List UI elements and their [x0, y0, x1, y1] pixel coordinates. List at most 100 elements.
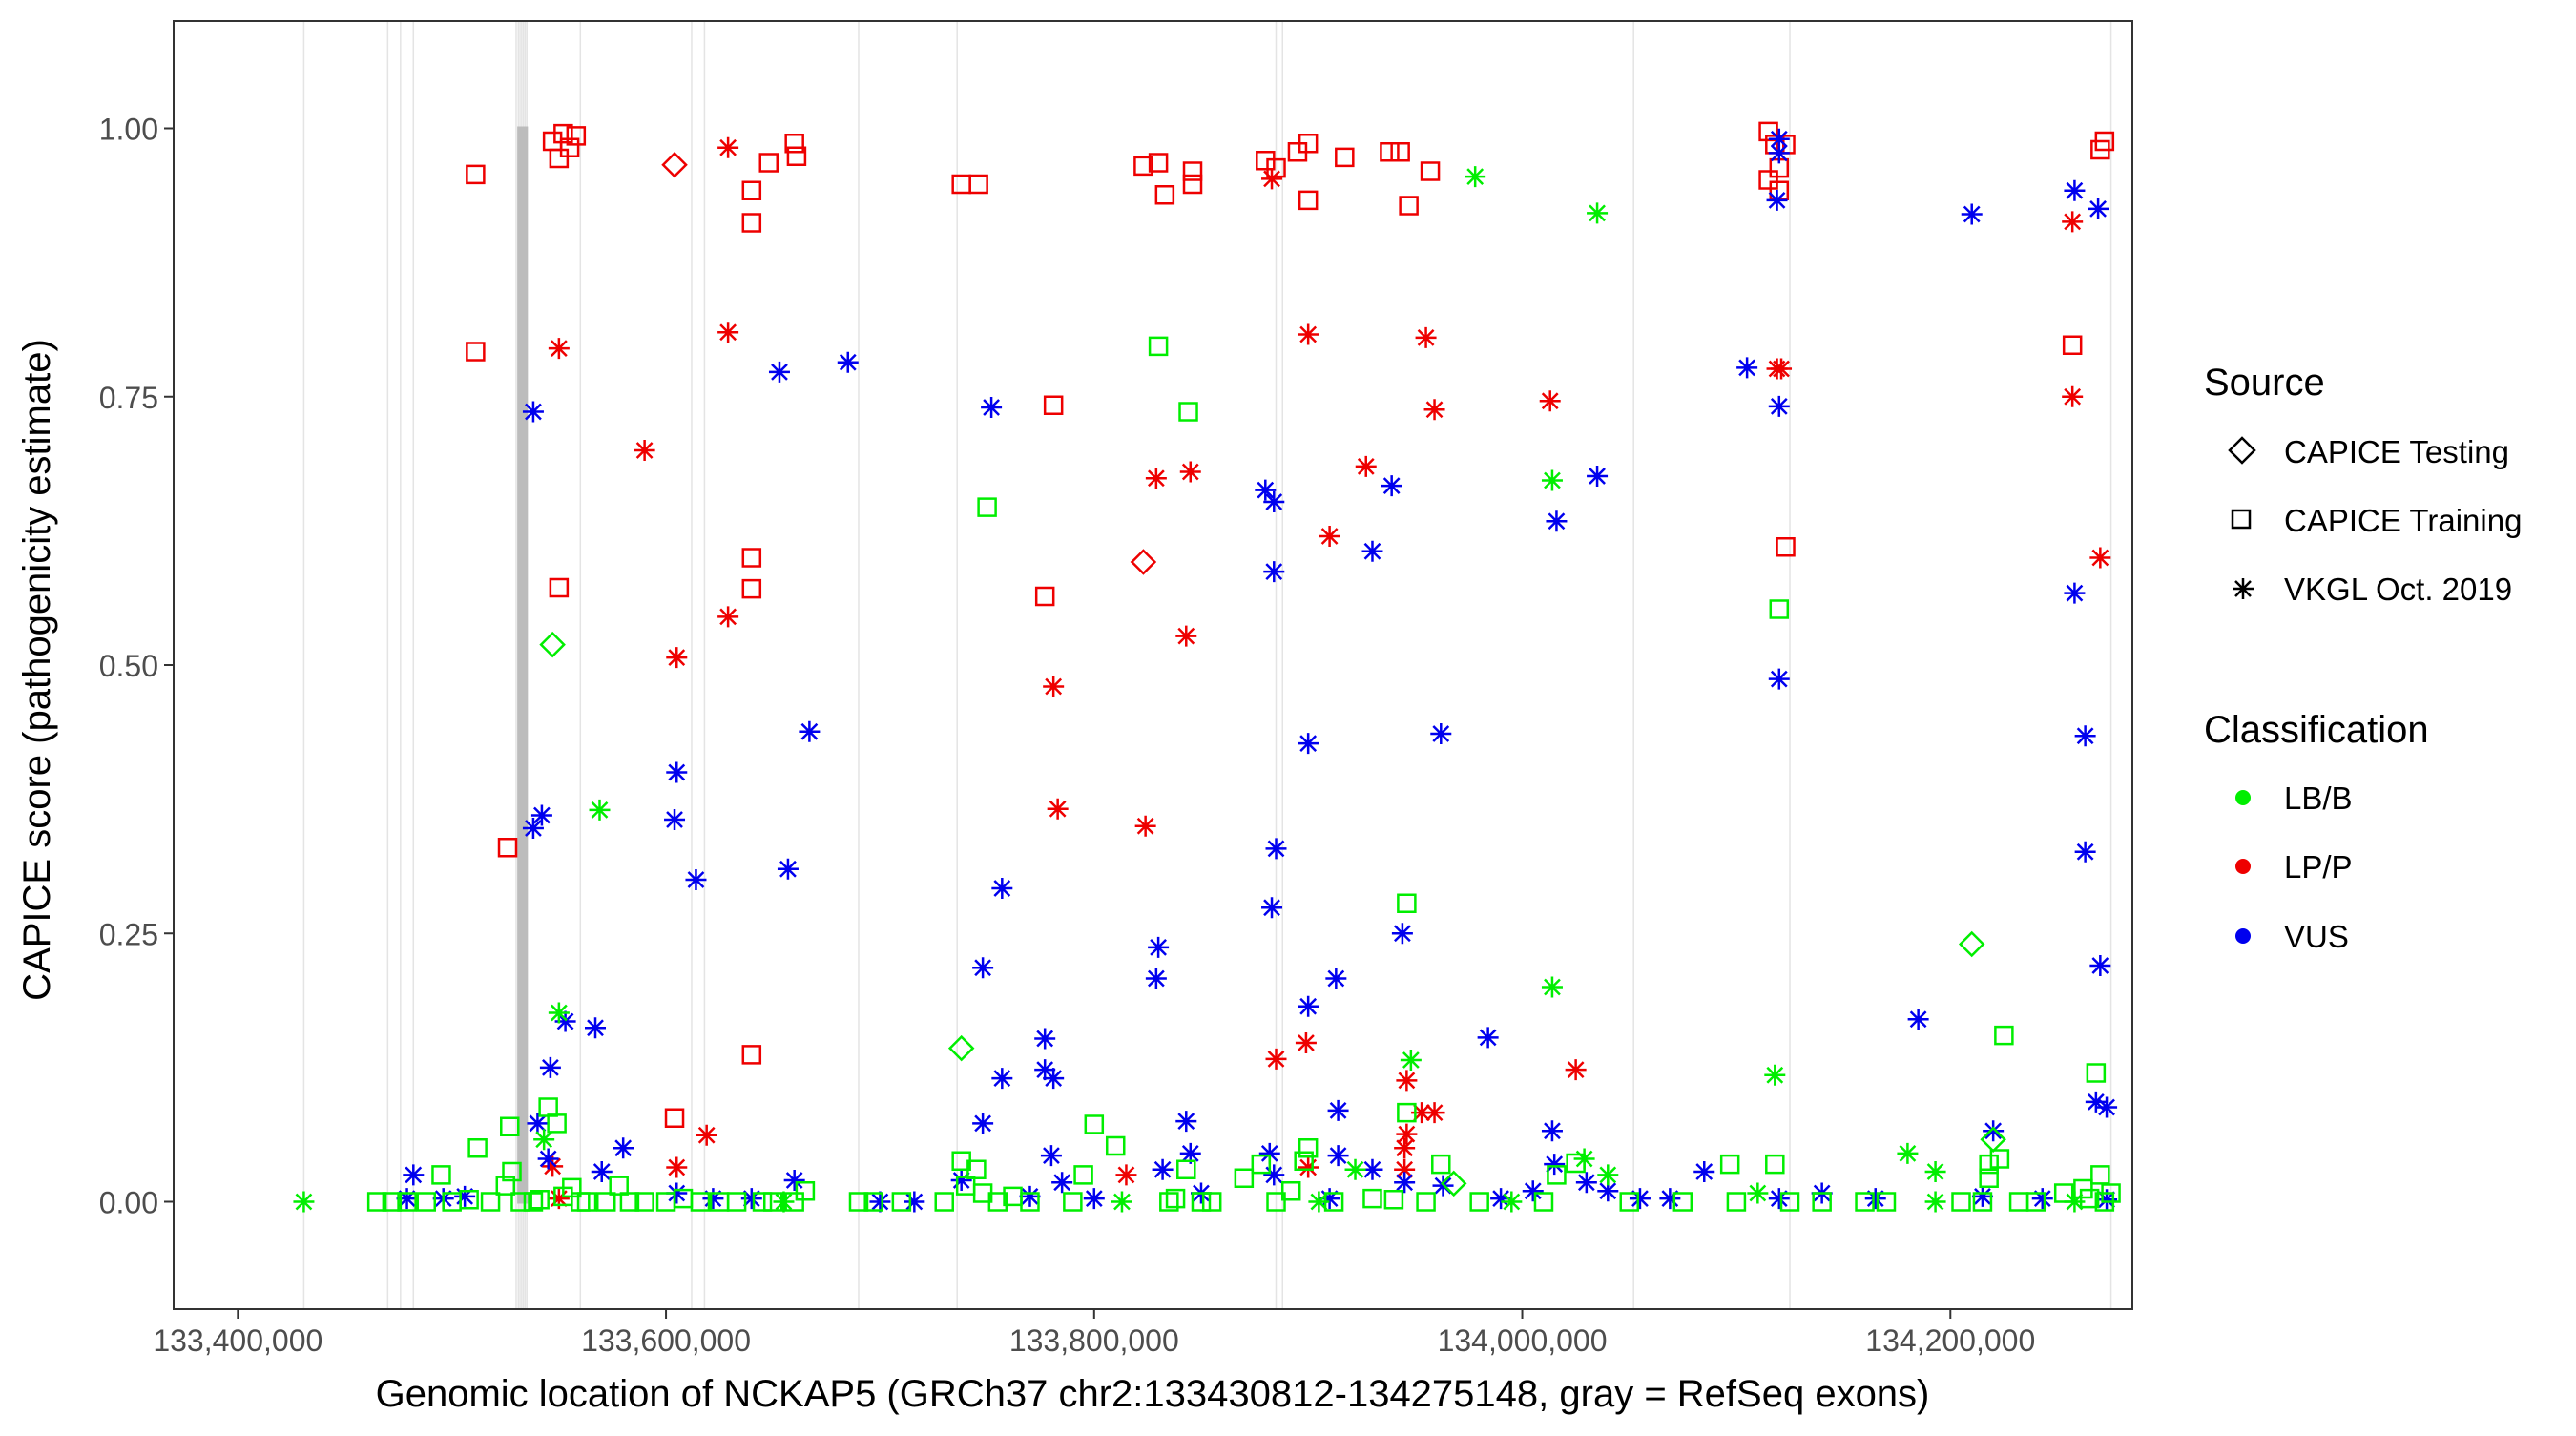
- data-point-square: [1812, 1192, 1832, 1212]
- data-point-asterisk: [2089, 547, 2111, 569]
- x-tick-label: 133,600,000: [581, 1323, 751, 1358]
- data-point-asterisk: [1430, 723, 1452, 744]
- data-point-square: [397, 1192, 417, 1212]
- data-point-square: [1876, 1192, 1897, 1212]
- data-point-square: [1298, 1138, 1319, 1158]
- data-point-square: [1154, 185, 1175, 205]
- data-point-asterisk: [530, 804, 552, 826]
- data-point-asterisk: [1541, 976, 1563, 998]
- data-point-asterisk: [1040, 1145, 1062, 1167]
- data-point-square: [549, 148, 570, 169]
- data-point-asterisk: [1295, 1032, 1317, 1053]
- data-point-square: [690, 1192, 711, 1212]
- data-point-asterisk: [1152, 1158, 1174, 1180]
- data-point-square: [1298, 134, 1319, 154]
- data-point-asterisk: [1047, 798, 1069, 820]
- data-point-square: [1420, 161, 1441, 181]
- x-tick-label: 134,200,000: [1865, 1323, 2035, 1358]
- data-point-asterisk: [950, 1170, 972, 1191]
- data-point-asterisk: [1394, 1172, 1416, 1194]
- data-point-square: [1619, 1192, 1639, 1212]
- data-point-asterisk: [1541, 469, 1563, 491]
- data-point-asterisk: [1261, 897, 1283, 919]
- data-point-asterisk: [2096, 1189, 2118, 1211]
- data-point-square: [1758, 121, 1778, 142]
- data-point-square: [549, 577, 570, 598]
- data-point-asterisk: [2031, 1188, 2053, 1210]
- data-point-asterisk: [1034, 1028, 1056, 1050]
- data-point-asterisk: [1565, 1059, 1587, 1081]
- data-point-square: [1182, 161, 1203, 181]
- data-point-square: [784, 1192, 804, 1212]
- data-point-asterisk: [702, 1188, 724, 1210]
- data-point-asterisk: [1747, 1182, 1769, 1204]
- legend-item-vkgl: VKGL Oct. 2019: [2233, 572, 2512, 607]
- data-point-asterisk: [1539, 390, 1561, 412]
- data-point-asterisk: [1907, 1009, 1929, 1030]
- data-point-asterisk: [1308, 1191, 1330, 1213]
- data-point-square: [1547, 1165, 1567, 1185]
- color-dot-icon: [2235, 790, 2251, 805]
- data-point-asterisk: [1175, 1111, 1197, 1133]
- data-point-diamond: [947, 1034, 975, 1062]
- data-point-asterisk: [717, 606, 739, 628]
- data-point-asterisk: [991, 1068, 1013, 1090]
- data-point-asterisk: [666, 761, 688, 783]
- data-point-square: [1020, 1192, 1040, 1212]
- data-point-asterisk: [1327, 1145, 1349, 1167]
- data-point-square: [1182, 174, 1203, 195]
- data-point-asterisk: [548, 338, 570, 360]
- data-point-asterisk: [1864, 1188, 1886, 1210]
- data-point-asterisk: [696, 1124, 717, 1146]
- data-point-asterisk: [591, 1161, 613, 1182]
- data-point-asterisk: [666, 1182, 688, 1204]
- data-point-asterisk: [1659, 1188, 1681, 1210]
- data-point-asterisk: [585, 1017, 607, 1039]
- data-point-asterisk: [981, 397, 1003, 418]
- data-point-asterisk: [1546, 510, 1568, 532]
- data-point-asterisk: [533, 1129, 555, 1151]
- data-point-square: [1362, 1188, 1382, 1209]
- data-point-asterisk: [1179, 461, 1201, 483]
- data-point-square: [431, 1165, 451, 1185]
- x-axis-title: Genomic location of NCKAP5 (GRCh37 chr2:…: [376, 1373, 1930, 1415]
- data-point-asterisk: [1134, 815, 1156, 837]
- exon-cluster: [517, 126, 529, 1204]
- data-point-asterisk: [554, 1010, 576, 1032]
- data-point-asterisk: [548, 1002, 570, 1024]
- data-point-square: [1266, 1192, 1286, 1212]
- data-point-square: [634, 1192, 654, 1212]
- data-point-asterisk: [2096, 1096, 2118, 1118]
- data-point-square: [1073, 1165, 1093, 1185]
- data-point-asterisk: [1083, 1188, 1105, 1210]
- data-point-square: [741, 548, 762, 568]
- data-point-square: [1165, 1188, 1186, 1209]
- data-point-asterisk: [1573, 1148, 1595, 1170]
- data-point-asterisk: [1587, 202, 1609, 224]
- data-point-asterisk: [783, 1170, 805, 1191]
- data-point-square: [1383, 1190, 1404, 1210]
- data-point-square: [502, 1161, 522, 1182]
- data-point-asterisk: [1327, 1099, 1349, 1121]
- data-point-asterisk: [1501, 1191, 1523, 1213]
- data-point-asterisk: [1263, 561, 1285, 583]
- data-point-asterisk: [1019, 1185, 1041, 1207]
- data-point-square: [1191, 1192, 1212, 1212]
- data-point-asterisk: [1396, 1070, 1418, 1092]
- data-point-asterisk: [1423, 1102, 1445, 1124]
- color-dot-icon: [2235, 928, 2251, 944]
- data-point-square: [1672, 1192, 1693, 1212]
- data-point-square: [966, 1159, 987, 1179]
- data-point-asterisk: [1465, 166, 1486, 188]
- data-point-square: [1294, 1151, 1314, 1171]
- data-point-asterisk: [1961, 203, 1983, 225]
- data-point-square: [977, 497, 997, 517]
- data-point-asterisk: [777, 858, 799, 880]
- data-point-asterisk: [293, 1191, 315, 1213]
- data-point-asterisk: [1490, 1188, 1512, 1210]
- data-point-asterisk: [768, 361, 790, 383]
- data-point-asterisk: [454, 1185, 476, 1207]
- data-point-asterisk: [2074, 841, 2096, 863]
- data-point-square: [1234, 1168, 1255, 1188]
- data-point-asterisk: [2074, 725, 2096, 747]
